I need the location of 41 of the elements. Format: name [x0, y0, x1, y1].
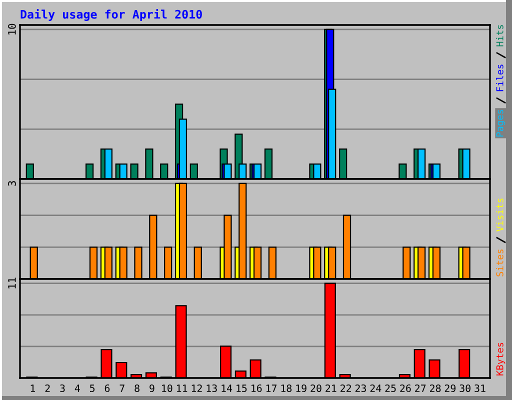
chart-title: Daily usage for April 2010: [20, 9, 202, 21]
x-tick-label: 1: [30, 384, 36, 392]
x-tick-label: 28: [430, 384, 441, 392]
y-tick-label: 3: [8, 181, 16, 186]
y-tick-label: 11: [8, 278, 16, 288]
legend-label: Sites: [496, 250, 504, 276]
x-tick-label: 11: [176, 384, 188, 392]
x-tick-label: 2: [45, 384, 50, 392]
x-tick-label: 13: [206, 384, 217, 392]
legend-label: Pages: [496, 110, 506, 137]
x-tick-label: 7: [120, 384, 124, 392]
x-tick-label: 26: [400, 384, 411, 392]
text: Hits: [496, 25, 504, 46]
text: KBytes: [496, 342, 506, 376]
x-tick-label: 25: [385, 384, 396, 392]
y-tick-label: 10: [8, 24, 16, 35]
x-tick-label: 4: [74, 384, 80, 392]
x-tick-label: 29: [444, 384, 456, 392]
x-tick-label: 9: [150, 384, 154, 392]
x-tick-label: 12: [192, 384, 202, 392]
x-tick-label: 5: [90, 384, 95, 392]
x-tick-label: 8: [134, 384, 140, 392]
x-tick-label: 27: [415, 384, 426, 392]
x-tick-label: 6: [104, 384, 110, 392]
x-tick-label: 15: [236, 384, 247, 392]
x-tick-label: 3: [60, 384, 65, 392]
x-tick-label: 20: [310, 384, 322, 392]
x-tick-label: 30: [460, 384, 470, 392]
x-tick-label: 17: [266, 384, 277, 392]
x-tick-label: 18: [281, 384, 292, 392]
x-tick-label: 24: [370, 384, 382, 392]
legend-label: Files: [496, 64, 504, 92]
x-tick-label: 19: [296, 384, 306, 392]
x-tick-label: 16: [252, 384, 262, 392]
x-tick-label: 31: [474, 384, 486, 392]
x-tick-label: 10: [162, 384, 172, 392]
x-tick-label: 14: [222, 384, 232, 392]
x-tick-label: 22: [340, 384, 351, 392]
x-tick-label: 21: [326, 384, 336, 392]
x-tick-label: 23: [355, 384, 366, 392]
text: Visits: [496, 198, 504, 232]
